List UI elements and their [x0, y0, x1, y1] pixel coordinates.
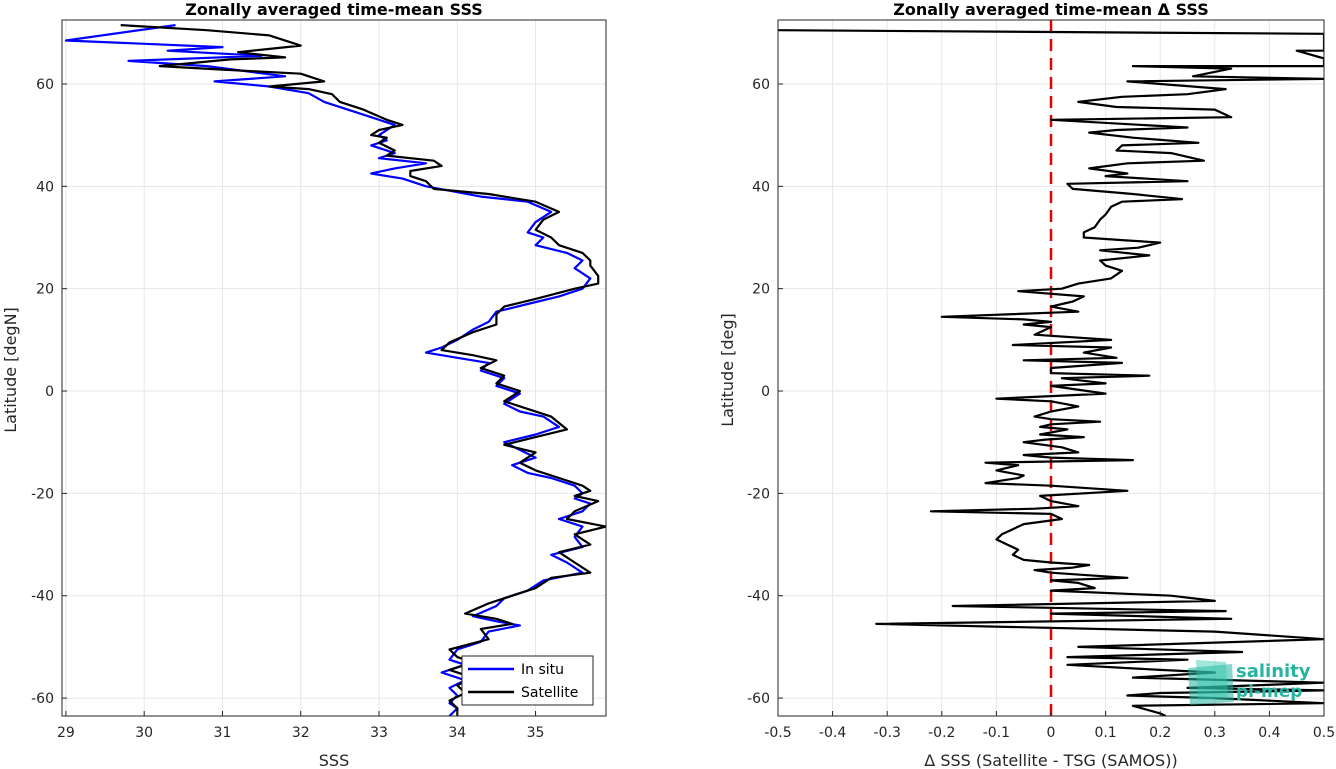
legend: In situ Satellite: [461, 655, 594, 706]
right-chart-title: Zonally averaged time-mean Δ SSS: [893, 0, 1209, 19]
right-series-lines: [778, 29, 1324, 716]
right-y-axis-label: Latitude [deg]: [718, 313, 737, 427]
left-axes-box: [61, 19, 607, 717]
left-x-tick-label: 34: [448, 725, 466, 741]
right-x-tick-label: -0.5: [764, 725, 791, 741]
left-x-axis-label: SSS: [319, 751, 349, 769]
right-y-tick-label: 60: [752, 77, 770, 93]
left-series-lines: [64, 24, 606, 716]
right-x-axis-label: Δ SSS (Satellite - TSG (SAMOS)): [924, 751, 1177, 769]
left-x-tick-label: 29: [57, 725, 75, 741]
left-plot-area: [62, 20, 606, 716]
logo-mark-inner: [1196, 660, 1228, 700]
left-y-tick-label: -20: [31, 486, 54, 502]
right-x-tick-label: 0.4: [1258, 725, 1280, 741]
right-x-tick-label: -0.2: [928, 725, 955, 741]
left-y-tick-label: 0: [45, 384, 54, 400]
right-y-tick-label: -60: [747, 691, 770, 707]
left-y-axis-label: Latitude [degN]: [1, 307, 20, 433]
left-grid: [62, 20, 606, 716]
left-x-tick-label: 32: [292, 725, 310, 741]
right-x-tick-label: 0.1: [1094, 725, 1116, 741]
salinity-pi-mep-logo: salinity pi-mep: [1188, 660, 1311, 705]
right-series-delta-sss: [778, 29, 1324, 716]
left-series-satellite: [120, 24, 606, 716]
left-y-tick-label: -40: [31, 589, 54, 605]
right-x-tick-label: -0.3: [874, 725, 901, 741]
right-x-tick-label: 0.3: [1204, 725, 1226, 741]
left-x-tick-label: 33: [370, 725, 388, 741]
left-y-tick-label: -60: [31, 691, 54, 707]
logo-mark: [1188, 664, 1234, 705]
right-y-tick-label: 20: [752, 282, 770, 298]
legend-box: [461, 655, 594, 706]
left-x-tick-label: 31: [214, 725, 232, 741]
left-x-tick-label: 30: [135, 725, 153, 741]
right-y-tick-label: -20: [747, 486, 770, 502]
logo-text-line1: salinity: [1236, 661, 1311, 682]
right-x-tick-label: 0: [1047, 725, 1056, 741]
left-y-tick-label: 60: [36, 77, 54, 93]
right-x-tick-label: -0.4: [819, 725, 846, 741]
left-y-tick-label: 20: [36, 282, 54, 298]
left-ticks: 29 30 31 32 33 34 35 -60 -40 -20 0 20 40 60: [31, 77, 544, 741]
left-x-tick-label: 35: [527, 725, 545, 741]
right-x-tick-label: 0.2: [1149, 725, 1171, 741]
logo-text-line2: pi-mep: [1236, 682, 1302, 702]
left-chart-title: Zonally averaged time-mean SSS: [185, 0, 483, 19]
left-chart-panel: 29 30 31 32 33 34 35 -60 -40 -20 0 20 40 60 Zonally a…: [1, 0, 607, 769]
right-y-tick-label: 0: [761, 384, 770, 400]
right-x-tick-label: 0.5: [1313, 725, 1335, 741]
right-x-tick-label: -0.1: [983, 725, 1010, 741]
right-y-tick-label: -40: [747, 589, 770, 605]
right-y-tick-label: 40: [752, 179, 770, 195]
legend-label-in-situ: In situ: [521, 662, 564, 678]
right-ticks: -0.5 -0.4 -0.3 -0.2 -0.1 0 0.1 0.2 0.3 0.4 0.5 -60 -…: [747, 77, 1335, 741]
legend-label-satellite: Satellite: [521, 685, 578, 701]
left-y-tick-label: 40: [36, 179, 54, 195]
right-chart-panel: salinity pi-mep -0.5 -0.4 -0.3 -0.2 -0.1 0 0.1…: [718, 0, 1335, 769]
